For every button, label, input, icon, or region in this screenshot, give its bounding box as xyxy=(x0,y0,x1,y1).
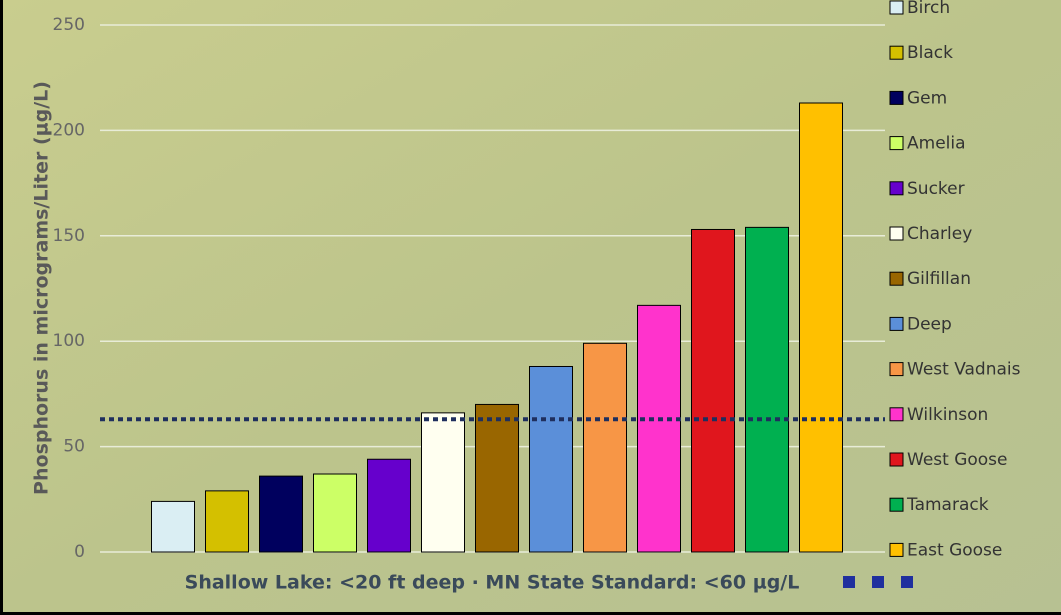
y-tick-label: 50 xyxy=(63,437,85,457)
bar xyxy=(260,476,303,552)
bar xyxy=(368,459,411,552)
y-tick-label: 100 xyxy=(53,331,85,351)
bar xyxy=(314,474,357,552)
legend-label: Charley xyxy=(907,224,972,244)
legend-label: Gem xyxy=(907,88,947,108)
legend-label: Birch xyxy=(907,0,950,18)
legend-label: Black xyxy=(907,43,953,63)
legend-swatch xyxy=(890,363,903,376)
bar xyxy=(422,413,465,552)
note-legend-icon xyxy=(843,576,913,588)
legend-label: Tamarack xyxy=(906,495,989,515)
legend-label: Deep xyxy=(907,314,952,334)
legend-swatch xyxy=(890,91,903,104)
legend-swatch xyxy=(890,453,903,466)
legend-label: Amelia xyxy=(907,134,966,154)
y-axis-label: Phosphorus in micrograms/Liter (µg/L) xyxy=(31,81,53,495)
legend-swatch xyxy=(890,137,903,150)
legend-swatch xyxy=(890,543,903,556)
bar xyxy=(746,227,789,552)
note: Shallow Lake: <20 ft deep · MN State Sta… xyxy=(185,572,800,594)
bar xyxy=(692,229,735,552)
bar xyxy=(584,343,627,552)
y-tick-label: 0 xyxy=(74,542,85,562)
legend-swatch xyxy=(890,46,903,59)
bar xyxy=(152,501,195,552)
legend-label: Wilkinson xyxy=(907,405,988,425)
bar xyxy=(638,305,681,552)
legend-label: East Goose xyxy=(907,540,1002,560)
y-tick-label: 150 xyxy=(53,226,85,246)
chart: Phosphorus in micrograms/Liter (µg/L) Sh… xyxy=(0,0,1061,615)
bar xyxy=(800,103,843,552)
bar xyxy=(476,404,519,552)
legend-swatch xyxy=(890,1,903,14)
legend-label: Gilfillan xyxy=(907,269,971,289)
legend-label: West Goose xyxy=(907,450,1008,470)
frame-edge xyxy=(0,0,3,615)
legend-swatch xyxy=(890,317,903,330)
bar xyxy=(206,491,249,552)
y-tick-label: 250 xyxy=(53,15,85,35)
legend-label: West Vadnais xyxy=(907,360,1021,380)
legend-swatch xyxy=(890,408,903,421)
legend-swatch xyxy=(890,498,903,511)
legend-label: Sucker xyxy=(907,179,965,199)
bar xyxy=(530,366,573,552)
legend-swatch xyxy=(890,272,903,285)
legend-swatch xyxy=(890,182,903,195)
legend-swatch xyxy=(890,227,903,240)
y-tick-label: 200 xyxy=(53,120,85,140)
